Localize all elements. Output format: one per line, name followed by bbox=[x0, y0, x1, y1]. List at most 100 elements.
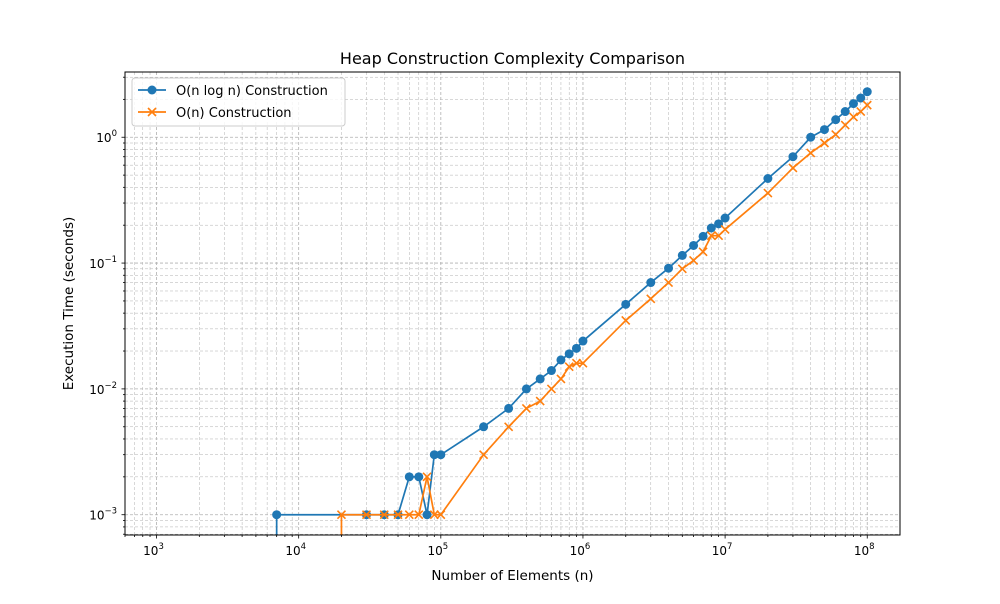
x-axis-label: Number of Elements (n) bbox=[431, 568, 593, 584]
y-tick-label: 100 bbox=[96, 129, 117, 145]
data-point-circle bbox=[856, 93, 866, 103]
y-tick-exponent: −2 bbox=[104, 381, 117, 391]
data-point-x bbox=[621, 315, 631, 326]
data-point-circle bbox=[535, 374, 545, 384]
legend-item-series-1: O(n log n) Construction bbox=[138, 84, 328, 99]
data-point-x bbox=[578, 358, 588, 368]
data-point-x bbox=[336, 510, 347, 520]
data-point-x bbox=[698, 247, 708, 257]
data-point-circle bbox=[819, 125, 829, 135]
data-point-x bbox=[831, 130, 841, 140]
data-point-x bbox=[862, 100, 872, 110]
data-point-circle bbox=[564, 349, 574, 359]
data-point-x bbox=[404, 510, 414, 520]
data-point-x bbox=[677, 264, 687, 274]
legend-label-series-2: O(n) Construction bbox=[176, 106, 292, 121]
legend-box bbox=[131, 77, 346, 127]
y-tick-exponent: −3 bbox=[104, 507, 117, 517]
y-tick-base: 10 bbox=[89, 509, 104, 523]
y-tick-label: 10−3 bbox=[89, 507, 117, 523]
data-point-x bbox=[393, 510, 403, 520]
data-point-x bbox=[848, 112, 859, 122]
y-tick-exponent: 0 bbox=[112, 129, 117, 139]
data-point-circle bbox=[404, 472, 414, 482]
data-point-circle bbox=[677, 250, 687, 260]
data-point-circle bbox=[272, 510, 282, 520]
data-point-circle bbox=[806, 132, 816, 142]
data-point-circle bbox=[521, 384, 531, 394]
data-point-x bbox=[689, 255, 699, 265]
x-tick-exponent: 5 bbox=[443, 542, 448, 552]
data-point-x bbox=[806, 148, 816, 158]
legend-item-series-2: O(n) Construction bbox=[138, 106, 292, 121]
data-point-x bbox=[706, 231, 716, 241]
data-point-circle bbox=[689, 240, 699, 250]
data-point-x bbox=[535, 396, 545, 406]
data-point-x bbox=[546, 384, 556, 394]
data-point-circle bbox=[831, 115, 841, 125]
data-point-circle bbox=[862, 87, 872, 97]
data-point-circle bbox=[556, 355, 566, 365]
x-tick-exponent: 6 bbox=[585, 542, 590, 552]
data-point-circle bbox=[646, 278, 656, 288]
data-point-x bbox=[556, 374, 566, 384]
legend-marker-circle-icon bbox=[147, 85, 157, 95]
data-point-circle bbox=[720, 213, 730, 223]
data-point-circle bbox=[706, 223, 716, 233]
data-point-x bbox=[788, 163, 798, 173]
data-point-circle bbox=[840, 107, 850, 117]
data-point-circle bbox=[479, 422, 489, 432]
data-point-x bbox=[564, 362, 574, 372]
data-point-circle bbox=[429, 450, 439, 460]
data-point-x bbox=[422, 472, 432, 482]
x-tick-exponent: 7 bbox=[727, 542, 732, 552]
data-point-x bbox=[521, 403, 531, 413]
data-point-x bbox=[479, 450, 489, 460]
data-point-x bbox=[763, 188, 773, 198]
data-point-x bbox=[819, 138, 830, 148]
y-tick-base: 10 bbox=[89, 257, 104, 271]
y-tick-base: 10 bbox=[96, 131, 111, 145]
data-point-circle bbox=[504, 403, 514, 413]
data-point-circle bbox=[422, 510, 432, 520]
data-point-circle bbox=[698, 231, 708, 241]
data-point-x bbox=[571, 358, 582, 368]
data-point-x bbox=[361, 510, 372, 520]
chart-title: Heap Construction Complexity Comparison bbox=[340, 49, 685, 68]
data-point-circle bbox=[571, 343, 581, 353]
y-tick-exponent: −1 bbox=[104, 255, 117, 265]
data-point-x bbox=[414, 510, 424, 520]
data-point-circle bbox=[578, 336, 588, 346]
legend: O(n log n) Construction O(n) Constructio… bbox=[131, 77, 346, 127]
data-point-x bbox=[720, 224, 730, 235]
data-point-x bbox=[379, 510, 389, 520]
data-point-x bbox=[840, 120, 850, 130]
legend-label-series-1: O(n log n) Construction bbox=[176, 84, 328, 99]
legend-marker-x-icon bbox=[147, 107, 157, 117]
plot-area bbox=[125, 72, 900, 535]
data-point-circle bbox=[664, 263, 674, 273]
y-tick-label: 10−1 bbox=[89, 255, 117, 271]
data-point-circle bbox=[788, 152, 798, 162]
data-point-circle bbox=[848, 99, 858, 109]
y-tick-label: 10−2 bbox=[89, 381, 117, 397]
data-point-x bbox=[646, 294, 656, 304]
data-point-x bbox=[504, 422, 514, 432]
data-point-circle bbox=[414, 472, 424, 482]
y-tick-base: 10 bbox=[89, 383, 104, 397]
x-tick-exponent: 4 bbox=[301, 542, 306, 552]
data-point-x bbox=[429, 510, 439, 520]
data-point-circle bbox=[436, 450, 446, 460]
plot-frame bbox=[124, 71, 901, 536]
data-point-x bbox=[663, 277, 674, 288]
x-tick-exponent: 8 bbox=[869, 542, 874, 552]
data-point-circle bbox=[546, 366, 556, 376]
y-axis-label: Execution Time (seconds) bbox=[61, 217, 77, 391]
data-point-circle bbox=[621, 299, 631, 309]
series-layer bbox=[272, 87, 872, 535]
data-point-x bbox=[436, 510, 446, 520]
series-2 bbox=[336, 100, 872, 535]
data-point-circle bbox=[763, 174, 773, 184]
